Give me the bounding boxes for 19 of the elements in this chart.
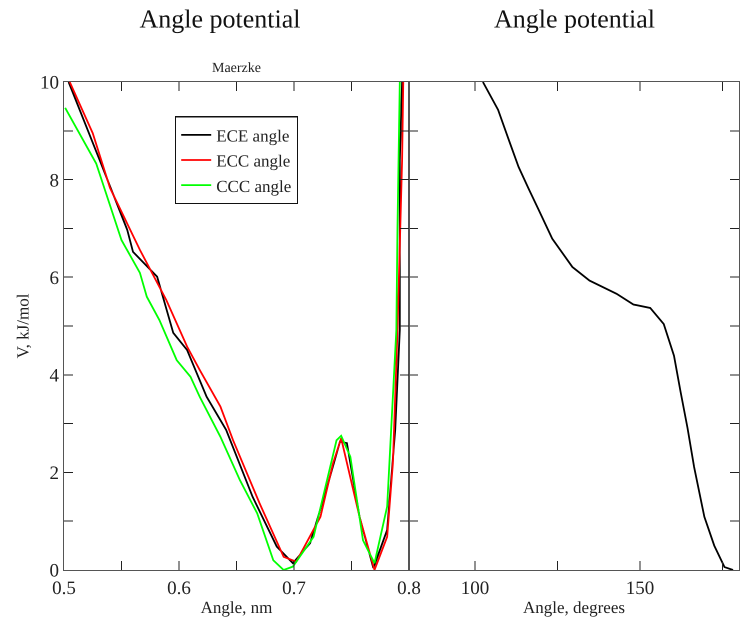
chart-title: Angle potential	[139, 4, 301, 34]
chart-subtitle: Maerzke	[212, 61, 261, 76]
legend-label: ECC angle	[216, 152, 290, 171]
y-tick-label: 10	[40, 72, 59, 94]
legend-label: CCC angle	[216, 176, 292, 196]
x-tick-label: 0.7	[282, 578, 306, 599]
y-tick-label: 6	[50, 268, 59, 289]
legend-label: ECE angle	[216, 126, 290, 146]
x-axis-title: Angle, degrees	[523, 598, 625, 617]
x-tick-label: 0.6	[167, 578, 191, 599]
y-tick-label: 8	[50, 170, 59, 192]
x-tick-label: 0.8	[397, 578, 421, 599]
y-tick-label: 2	[50, 463, 59, 484]
x-tick-label: 100	[460, 578, 490, 599]
y-tick-label: 4	[50, 365, 60, 386]
y-axis-title: V, kJ/mol	[14, 293, 33, 358]
x-tick-label: 150	[626, 578, 654, 599]
x-axis-title: Angle, nm	[200, 598, 272, 617]
chart-title: Angle potential	[494, 4, 656, 34]
